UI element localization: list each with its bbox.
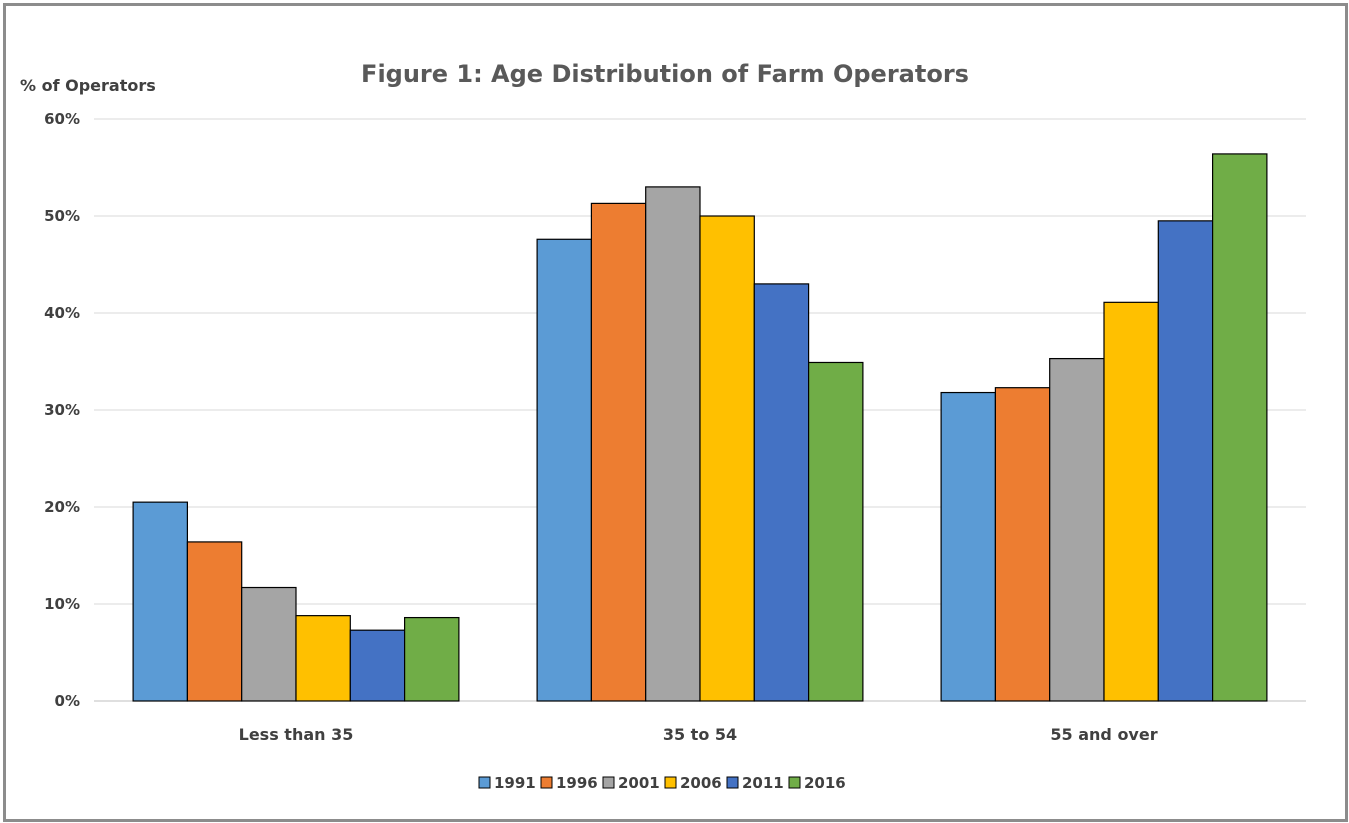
chart-frame: Figure 1: Age Distribution of Farm Opera… — [3, 3, 1348, 822]
bar-2006 — [1103, 301, 1159, 702]
bar-2001 — [241, 586, 297, 702]
y-axis-label: % of Operators — [20, 76, 156, 95]
bar-1996 — [186, 541, 243, 702]
bars — [132, 153, 1268, 702]
bar-2011 — [349, 629, 406, 702]
y-tick-label: 10% — [44, 595, 80, 613]
bar-2006 — [699, 215, 755, 702]
legend-swatch-2016 — [788, 776, 801, 789]
legend-label-1991: 1991 — [494, 774, 536, 792]
y-tick-label: 30% — [44, 401, 80, 419]
y-tick-label: 0% — [55, 692, 80, 710]
x-category-label: Less than 35 — [239, 725, 354, 744]
legend-label-2016: 2016 — [804, 774, 846, 792]
bar-2016 — [404, 616, 460, 702]
bar-1996 — [590, 202, 647, 702]
x-axis-categories: Less than 35 35 to 54 55 and over — [239, 725, 1158, 744]
y-axis-ticks: 0% 10% 20% 30% 40% 50% 60% — [44, 110, 80, 710]
y-tick-label: 60% — [44, 110, 80, 128]
y-tick-label: 20% — [44, 498, 80, 516]
chart-title: Figure 1: Age Distribution of Farm Opera… — [361, 60, 969, 88]
legend-label-2011: 2011 — [742, 774, 784, 792]
bar-1991 — [132, 501, 188, 702]
legend-label-1996: 1996 — [556, 774, 598, 792]
bar-2011 — [1157, 220, 1214, 702]
legend-swatch-1991 — [478, 776, 491, 789]
chart: Figure 1: Age Distribution of Farm Opera… — [20, 60, 1306, 792]
legend-label-2006: 2006 — [680, 774, 722, 792]
bar-2001 — [645, 186, 701, 702]
legend-swatch-2011 — [726, 776, 739, 789]
legend-swatch-1996 — [540, 776, 553, 789]
bar-1991 — [940, 391, 996, 702]
x-category-label: 55 and over — [1050, 725, 1157, 744]
legend: 1991 1996 2001 2006 2011 2016 — [478, 774, 846, 792]
bar-2001 — [1049, 357, 1105, 702]
legend-swatch-2006 — [664, 776, 677, 789]
legend-swatch-2001 — [602, 776, 615, 789]
legend-label-2001: 2001 — [618, 774, 660, 792]
bar-2011 — [753, 283, 810, 702]
bar-2016 — [807, 361, 864, 702]
bar-1996 — [994, 387, 1051, 702]
bar-1991 — [536, 238, 592, 702]
x-category-label: 35 to 54 — [663, 725, 737, 744]
y-tick-label: 50% — [44, 207, 80, 225]
bar-2006 — [295, 615, 351, 702]
y-tick-label: 40% — [44, 304, 80, 322]
bar-2016 — [1211, 153, 1268, 702]
